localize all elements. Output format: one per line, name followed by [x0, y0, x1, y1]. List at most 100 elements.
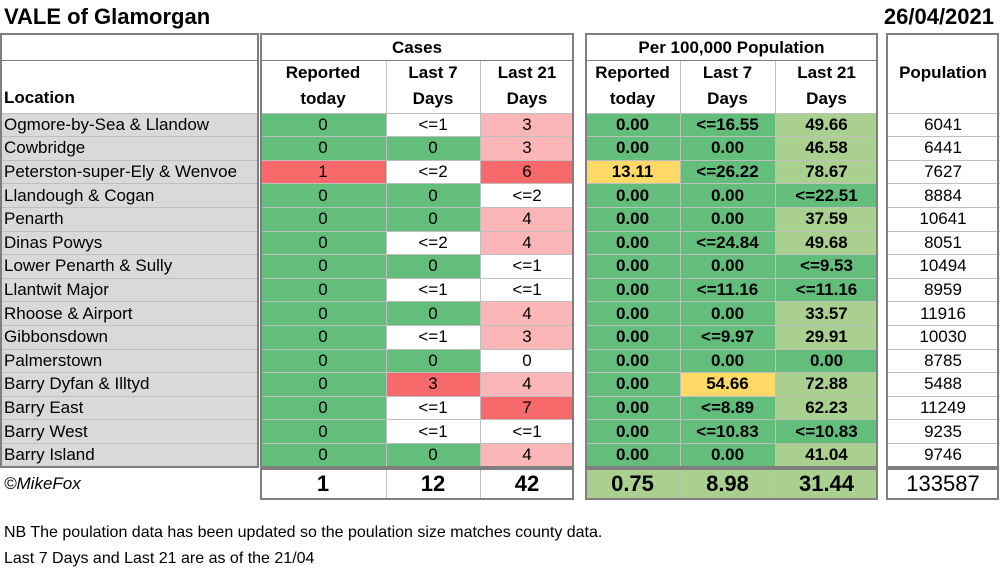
- total-rate-p-7: 8.98: [680, 469, 775, 499]
- population-cell: 8959: [924, 279, 962, 299]
- grid-line: [886, 183, 1000, 185]
- population-cell: 8785: [924, 350, 962, 370]
- rate-cell-p-7: <=9.97: [680, 325, 775, 349]
- page-title: VALE of Glamorgan: [4, 4, 211, 29]
- location-cell: Lower Penarth & Sully: [0, 254, 258, 279]
- grid-line: [0, 324, 258, 326]
- location-cell: Peterston-super-Ely & Wenvoe: [0, 160, 258, 184]
- header-cases-last-7-line1: Last 7: [408, 63, 458, 82]
- cases-cell-c-today: 0: [260, 301, 386, 326]
- grid-line: [260, 183, 574, 185]
- cases-cell-c-today: 0: [260, 372, 386, 397]
- rate-cell-p-7: <=8.89: [680, 396, 775, 420]
- note-date-range: Last 7 Days and Last 21 are as of the 21…: [4, 550, 315, 567]
- cases-cell-c-21: 3: [480, 136, 574, 161]
- grid-line: [260, 206, 574, 208]
- rate-cell-p-7: 0.00: [680, 443, 775, 467]
- grid-line: [585, 395, 878, 397]
- grid-line: [585, 230, 878, 232]
- cases-cell-c-7: <=1: [386, 419, 480, 444]
- population-cell: 8051: [924, 232, 962, 252]
- population-cell: 10641: [919, 209, 967, 229]
- grid-line: [886, 372, 1000, 374]
- grid-line: [585, 183, 878, 185]
- header-population: Population: [899, 63, 987, 82]
- grid-line: [260, 442, 574, 444]
- header-location-label: Location: [4, 88, 75, 107]
- location-cell: Llandough & Cogan: [0, 183, 258, 208]
- grid-line: [585, 442, 878, 444]
- grid-line: [886, 419, 1000, 421]
- grid-line: [0, 230, 258, 232]
- header-rate-last-7: Last 7 Days: [680, 61, 775, 111]
- population-cell: 6041: [924, 114, 962, 134]
- rate-cell-p-today: 0.00: [585, 419, 680, 444]
- population-cell: 11249: [919, 397, 966, 417]
- grid-line: [260, 395, 574, 397]
- cases-cell-c-21: 6: [480, 160, 574, 184]
- population-cell: 6441: [924, 138, 962, 158]
- location-cell: Gibbonsdown: [0, 325, 258, 349]
- header-cases-reported-today-line1: Reported: [285, 63, 361, 82]
- population-cell: 10494: [919, 256, 967, 276]
- location-cell: Llantwit Major: [0, 278, 258, 302]
- grid-line: [585, 112, 878, 114]
- location-cell: Palmerstown: [0, 349, 258, 373]
- cases-cell-c-21: 7: [480, 396, 574, 420]
- cases-cell-c-21: 3: [480, 325, 574, 349]
- grid-line: [260, 112, 574, 114]
- header-rate-reported-today-line2: today: [609, 89, 656, 108]
- grid-line: [585, 159, 878, 161]
- cases-cell-c-7: 0: [386, 254, 480, 279]
- rate-cell-p-21: 78.67: [775, 160, 878, 184]
- header-cases-last-21: Last 21 Days: [480, 61, 574, 111]
- grid-line: [585, 348, 878, 350]
- grid-line: [260, 466, 574, 468]
- grid-line: [775, 61, 776, 499]
- cases-cell-c-7: 0: [386, 349, 480, 373]
- rate-cell-p-today: 0.00: [585, 113, 680, 137]
- grid-line: [585, 301, 878, 303]
- rate-cell-p-7: <=24.84: [680, 231, 775, 255]
- header-rate-last-7-line2: Days: [707, 89, 748, 108]
- cases-cell-c-today: 0: [260, 349, 386, 373]
- total-cases-c-7: 12: [420, 471, 446, 496]
- note-population: NB The poulation data has been updated s…: [4, 524, 603, 541]
- rate-cell-p-21: <=10.83: [775, 419, 878, 444]
- rate-cell-p-7: 0.00: [680, 349, 775, 373]
- grid-line: [886, 112, 1000, 114]
- cases-cell-c-21: <=1: [480, 254, 574, 279]
- grid-line: [0, 395, 258, 397]
- rate-cell-p-21: 62.23: [775, 396, 878, 420]
- rate-cell-p-today: 0.00: [585, 396, 680, 420]
- grid-line: [0, 372, 258, 374]
- rate-cell-p-21: 41.04: [775, 443, 878, 467]
- rate-cell-p-7: 0.00: [680, 254, 775, 279]
- header-location: Location: [0, 61, 258, 111]
- cases-cell-c-7: 0: [386, 183, 480, 208]
- rate-cell-p-today: 13.11: [585, 160, 680, 184]
- rate-cell-p-today: 0.00: [585, 207, 680, 231]
- grid-line: [680, 61, 681, 499]
- cases-cell-c-7: 0: [386, 301, 480, 326]
- population-cell: 10030: [919, 327, 967, 347]
- rate-cell-p-today: 0.00: [585, 301, 680, 326]
- grid-line: [585, 324, 878, 326]
- header-cases-reported-today-line2: today: [300, 89, 346, 108]
- grid-line: [480, 61, 481, 499]
- grid-line: [0, 442, 258, 444]
- header-divider: [585, 60, 878, 61]
- grid-line: [260, 419, 574, 421]
- total-rate-p-21: 31.44: [775, 469, 878, 499]
- rate-cell-p-21: 0.00: [775, 349, 878, 373]
- grid-line: [260, 301, 574, 303]
- grid-line: [886, 395, 1000, 397]
- cases-cell-c-7: 0: [386, 136, 480, 161]
- cases-cell-c-7: <=1: [386, 325, 480, 349]
- cases-cell-c-21: 4: [480, 301, 574, 326]
- group-header-per-100k: Per 100,000 Population: [638, 38, 825, 57]
- rate-cell-p-21: 49.68: [775, 231, 878, 255]
- cases-cell-c-7: 0: [386, 207, 480, 231]
- cases-cell-c-21: 3: [480, 113, 574, 137]
- cases-cell-c-7: <=2: [386, 160, 480, 184]
